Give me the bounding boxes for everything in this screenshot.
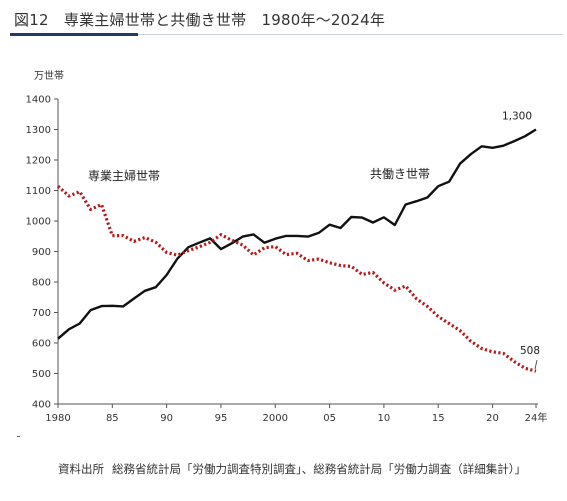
y-tick-label: 700 bbox=[32, 308, 51, 319]
source-note: 資料出所 総務省統計局「労働力調査特別調査」、総務省統計局「労働力調査（詳細集計）… bbox=[58, 461, 558, 478]
y-tick-label: 800 bbox=[32, 278, 51, 289]
y-tick-label: 1200 bbox=[26, 156, 51, 167]
y-tick-label: 900 bbox=[32, 247, 51, 258]
y-tick-label: 500 bbox=[32, 369, 51, 380]
x-tick-label: 10 bbox=[378, 413, 391, 424]
y-tick-label: 1300 bbox=[26, 125, 51, 136]
title-underline-accent bbox=[10, 33, 138, 36]
x-tick-label: 90 bbox=[160, 413, 173, 424]
y-tick-label: 600 bbox=[32, 339, 51, 350]
title-underline bbox=[138, 34, 563, 35]
page-title: 図12 専業主婦世帯と共働き世帯 1980年～2024年 bbox=[14, 11, 386, 29]
x-tick-label: 20 bbox=[486, 413, 499, 424]
x-tick-label: 15 bbox=[432, 413, 445, 424]
x-tick-label: 1980 bbox=[45, 413, 70, 424]
x-tick-label: 24年 bbox=[525, 411, 548, 424]
x-tick-label: 95 bbox=[215, 413, 228, 424]
y-tick-label: 1400 bbox=[26, 95, 51, 106]
end-label-housewife: 508 bbox=[520, 345, 540, 357]
y-tick-label: 1000 bbox=[26, 217, 51, 228]
series-line-1 bbox=[57, 128, 537, 340]
series-label-housewife: 専業主婦世帯 bbox=[88, 168, 160, 183]
title-bar: 図12 専業主婦世帯と共働き世帯 1980年～2024年 bbox=[0, 0, 567, 38]
y-tick-label: 1100 bbox=[26, 186, 51, 197]
divider-mark bbox=[17, 436, 20, 437]
end-label-dual-income: 1,300 bbox=[502, 111, 532, 123]
source-text: 総務省統計局「労働力調査特別調査」、総務省統計局「労働力調査（詳細集計）」 bbox=[112, 462, 526, 476]
series-label-dual-income: 共働き世帯 bbox=[370, 167, 430, 181]
source-label: 資料出所 bbox=[58, 462, 104, 476]
x-tick-label: 2000 bbox=[263, 413, 288, 424]
x-tick-label: 05 bbox=[323, 413, 336, 424]
series-line-2 bbox=[56, 185, 537, 373]
x-tick-label: 85 bbox=[106, 413, 119, 424]
y-unit-label: 万世帯 bbox=[34, 69, 64, 82]
y-tick-label: 400 bbox=[32, 400, 51, 411]
end-label-leader bbox=[534, 359, 538, 370]
